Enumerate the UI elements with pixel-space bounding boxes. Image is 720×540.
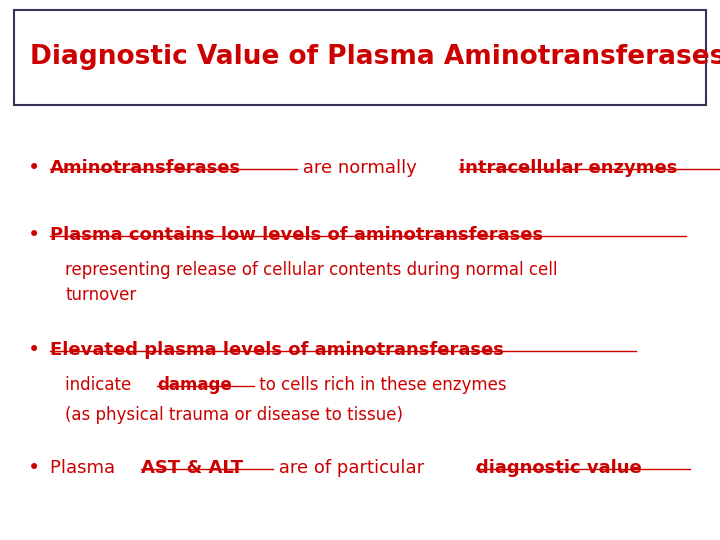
Text: intracellular enzymes: intracellular enzymes bbox=[459, 159, 677, 177]
Text: •: • bbox=[28, 340, 40, 360]
Text: indicate: indicate bbox=[65, 376, 137, 394]
Text: damage: damage bbox=[157, 376, 232, 394]
Text: •: • bbox=[28, 158, 40, 178]
Text: diagnostic value: diagnostic value bbox=[476, 459, 642, 477]
Text: •: • bbox=[28, 458, 40, 478]
Text: turnover: turnover bbox=[65, 286, 136, 304]
Text: AST & ALT: AST & ALT bbox=[141, 459, 243, 477]
Text: •: • bbox=[28, 225, 40, 245]
Text: are normally: are normally bbox=[297, 159, 422, 177]
Text: Diagnostic Value of Plasma Aminotransferases: Diagnostic Value of Plasma Aminotransfer… bbox=[30, 44, 720, 70]
Text: are of particular: are of particular bbox=[273, 459, 430, 477]
Text: to cells rich in these enzymes: to cells rich in these enzymes bbox=[253, 376, 506, 394]
Text: representing release of cellular contents during normal cell: representing release of cellular content… bbox=[65, 261, 557, 279]
Text: Aminotransferases: Aminotransferases bbox=[50, 159, 241, 177]
Text: Plasma contains low levels of aminotransferases: Plasma contains low levels of aminotrans… bbox=[50, 226, 543, 244]
Text: (as physical trauma or disease to tissue): (as physical trauma or disease to tissue… bbox=[65, 406, 403, 424]
Bar bbox=[14, 10, 706, 105]
Text: Plasma: Plasma bbox=[50, 459, 121, 477]
Text: Elevated plasma levels of aminotransferases: Elevated plasma levels of aminotransfera… bbox=[50, 341, 504, 359]
